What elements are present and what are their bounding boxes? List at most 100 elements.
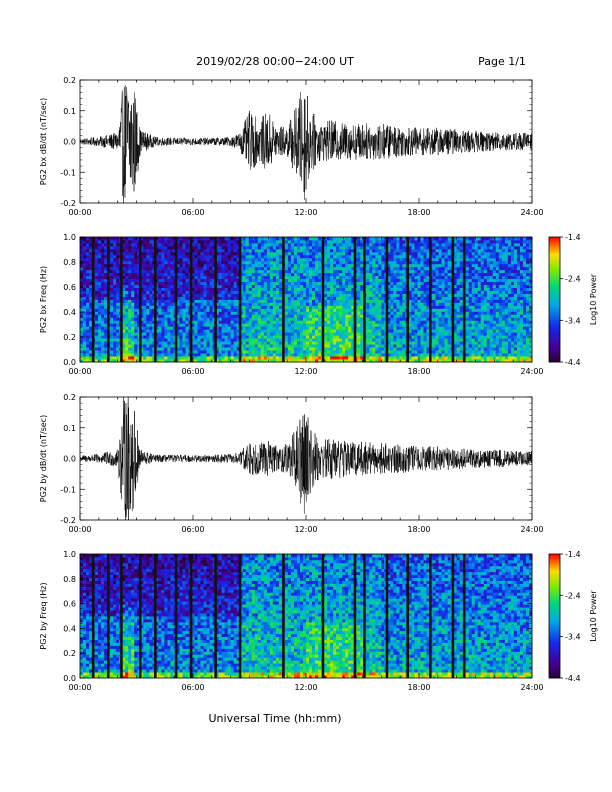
spectrogram-cell (296, 269, 301, 274)
spectrogram-cell (83, 251, 87, 256)
spectrogram-cell (218, 290, 223, 294)
spectrogram-cell (284, 302, 289, 306)
spectrogram-cell (185, 275, 189, 280)
spectrogram-cell (336, 299, 340, 303)
spectrogram-cell (149, 287, 153, 291)
spectrogram-cell (140, 356, 144, 360)
spectrogram-cell (330, 248, 334, 253)
spectrogram-cell (98, 287, 102, 291)
spectrogram-cell (387, 320, 391, 324)
spectrogram-cell (83, 305, 87, 309)
spectrogram-cell (296, 272, 301, 277)
spectrogram-cell (390, 350, 394, 354)
spectrogram-cell (251, 287, 256, 291)
spectrogram-cell (179, 350, 183, 354)
spectrogram-cell (293, 266, 298, 271)
spectrogram-cell (260, 299, 265, 303)
spectrogram-cell (236, 290, 241, 294)
spectrogram-cell (420, 335, 424, 339)
spectrogram-cell (266, 347, 271, 351)
spectrogram-cell (176, 239, 180, 244)
spectrogram-cell (143, 296, 147, 300)
spectrogram-cell (137, 272, 141, 277)
spectrogram-cell (218, 275, 223, 280)
spectrogram-cell (242, 326, 247, 330)
spectrogram-cell (224, 332, 229, 336)
spectrogram-cell (236, 359, 241, 363)
spectrogram-cell (239, 266, 244, 271)
spectrogram-cell (333, 299, 337, 303)
spectrogram-cell (236, 317, 241, 321)
spectrogram-cell (315, 269, 319, 274)
spectrogram-cell (248, 284, 253, 288)
spectrogram-cell (137, 296, 141, 300)
spectrogram-cell (420, 287, 424, 291)
spectrogram-cell (158, 338, 162, 342)
spectrogram-cell (134, 272, 138, 277)
spectrogram-cell (381, 296, 385, 300)
spectrogram-cell (242, 296, 247, 300)
spectrogram-cell (176, 296, 180, 300)
spectrogram-cell (140, 317, 144, 321)
spectrogram-cell (327, 257, 331, 262)
spectrogram-cell (131, 317, 135, 321)
spectrogram-cell (411, 293, 415, 297)
spectrogram-cell (336, 356, 340, 360)
spectrogram-cell (146, 251, 150, 256)
spectrogram-cell (245, 311, 250, 315)
spectrogram-cell (149, 284, 153, 288)
spectrogram-cell (299, 242, 304, 247)
spectrogram-cell (170, 308, 174, 312)
spectrogram-cell (134, 359, 138, 363)
spectrogram-cell (324, 341, 328, 345)
spectrogram-cell (269, 284, 274, 288)
spectrogram-cell (339, 344, 343, 348)
spectrogram-cell (315, 293, 319, 297)
spectrogram-cell (327, 263, 331, 268)
spectrogram-cell (393, 278, 397, 283)
spectrogram-cell (417, 326, 421, 330)
spectrogram-cell (131, 272, 135, 277)
spectrogram-cell (393, 338, 397, 342)
spectrogram-cell (104, 338, 108, 342)
spectrogram-cell (287, 347, 292, 351)
spectrogram-cell (399, 332, 403, 336)
spectrogram-cell (158, 311, 162, 315)
spectrogram-cell (197, 335, 201, 339)
spectrogram-cell (197, 251, 201, 256)
spectrogram-cell (185, 284, 189, 288)
spectrogram-cell (357, 278, 361, 283)
spectrogram-cell (206, 317, 210, 321)
spectrogram-cell (86, 320, 90, 324)
spectrogram-cell (357, 308, 361, 312)
y-tick-label: 0.1 (63, 107, 76, 116)
spectrogram-cell (194, 248, 198, 253)
spectrogram-cell (104, 269, 108, 274)
spectrogram-cell (402, 350, 406, 354)
spectrogram-cell (191, 326, 195, 330)
spectrogram-cell (293, 287, 298, 291)
spectrogram-cell (375, 338, 379, 342)
spectrogram-cell (287, 278, 292, 283)
spectrogram-cell (330, 356, 334, 360)
spectrogram-cell (287, 332, 292, 336)
spectrogram-cell (399, 242, 403, 247)
spectrogram-cell (369, 275, 373, 280)
spectrogram-cell (254, 260, 259, 265)
spectrogram-cell (248, 308, 253, 312)
spectrogram-cell (179, 281, 183, 286)
spectrogram-cell (137, 287, 141, 291)
spectrogram-cell (284, 257, 289, 262)
spectrogram-cell (372, 317, 376, 321)
spectrogram-cell (233, 317, 238, 321)
spectrogram-cell (284, 281, 289, 286)
spectrogram-cell (98, 308, 102, 312)
spectrogram-cell (170, 263, 174, 268)
spectrogram-cell (257, 266, 262, 271)
spectrogram-cell (357, 290, 361, 294)
spectrogram-cell (372, 248, 376, 253)
spectrogram-cell (200, 278, 204, 283)
spectrogram-cell (137, 257, 141, 262)
spectrogram-cell (396, 344, 400, 348)
spectrogram-cell (233, 341, 238, 345)
